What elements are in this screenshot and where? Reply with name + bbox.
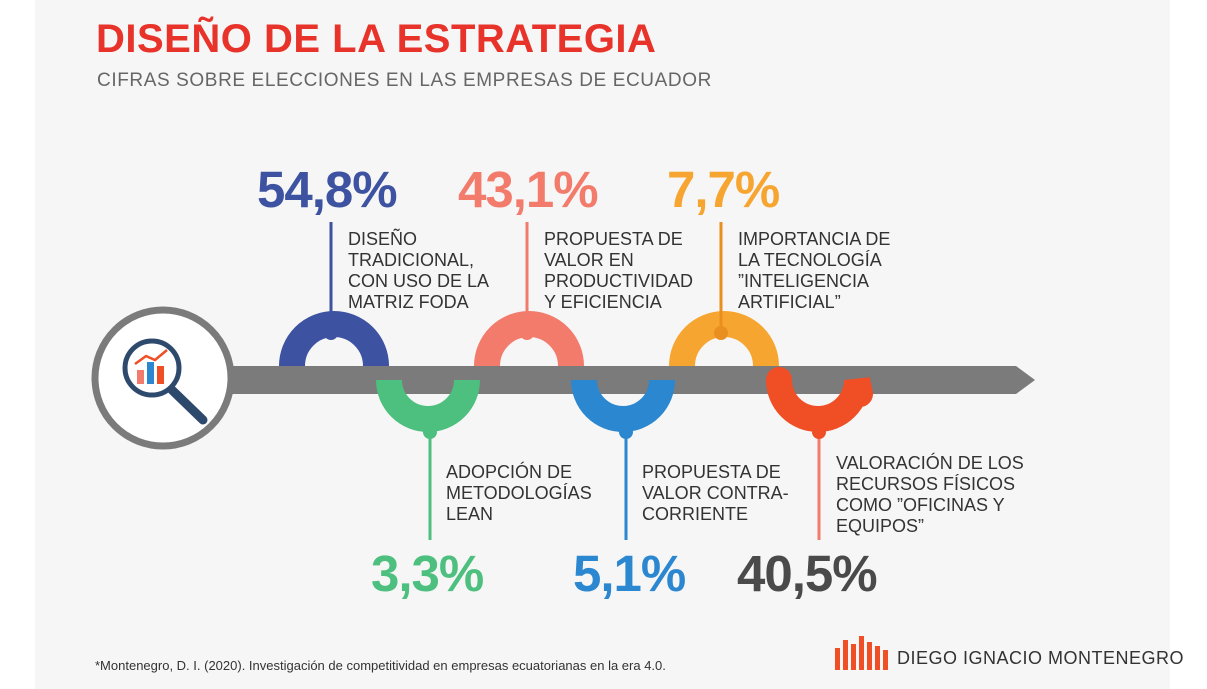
desc-line: VALOR CONTRA- (642, 483, 789, 503)
desc-item-4: PROPUESTA DE VALOR CONTRA- CORRIENTE (642, 462, 789, 525)
desc-line: METODOLOGÍAS (446, 483, 592, 503)
brand-logo-icon (835, 636, 888, 670)
desc-line: EQUIPOS” (836, 516, 925, 536)
value-item-4: 5,1% (573, 545, 686, 602)
desc-line: LA TECNOLOGÍA (738, 250, 882, 270)
desc-line: PROPUESTA DE (642, 462, 781, 482)
value-item-3: 43,1% (458, 161, 599, 218)
arc-upper-1 (279, 311, 389, 367)
desc-line: IMPORTANCIA DE (738, 229, 891, 249)
value-item-5: 7,7% (667, 161, 780, 218)
desc-line: CON USO DE LA (348, 271, 490, 291)
arc-upper-3 (669, 311, 779, 367)
desc-line: TRADICIONAL, (348, 250, 475, 270)
desc-line: ARTIFICIAL” (738, 292, 841, 312)
footnote: *Montenegro, D. I. (2020). Investigación… (95, 658, 666, 673)
arc-lower-1 (376, 379, 480, 432)
desc-line: Y EFICIENCIA (544, 292, 662, 312)
desc-line: RECURSOS FÍSICOS (836, 474, 1016, 494)
desc-item-5: IMPORTANCIA DE LA TECNOLOGÍA ”INTELIGENC… (738, 229, 890, 313)
desc-line: CORRIENTE (642, 504, 749, 524)
desc-line: ”INTELIGENCIA (738, 271, 870, 291)
arc-lower-2 (571, 379, 675, 432)
arc-upper-2 (474, 311, 584, 367)
desc-line: MATRIZ FODA (348, 292, 469, 312)
value-item-2: 3,3% (371, 545, 484, 602)
desc-line: DISEÑO (348, 229, 418, 249)
dot-item-1 (324, 326, 338, 340)
magnifier-chart-icon (91, 306, 235, 450)
desc-line: ADOPCIÓN DE (446, 462, 573, 482)
desc-line: PRODUCTIVIDAD (544, 271, 694, 291)
dot-item-3 (520, 326, 534, 340)
desc-line: LEAN (446, 504, 494, 524)
desc-item-1: DISEÑO TRADICIONAL, CON USO DE LA MATRIZ… (348, 229, 489, 313)
dot-item-5 (714, 326, 728, 340)
desc-item-3: PROPUESTA DE VALOR EN PRODUCTIVIDAD Y EF… (544, 229, 693, 313)
desc-line: VALORACIÓN DE LOS (836, 453, 1024, 473)
dot-item-6 (812, 425, 826, 439)
desc-item-2: ADOPCIÓN DE METODOLOGÍAS LEAN (446, 462, 592, 525)
track-arrow (200, 366, 1035, 394)
brand-name: DIEGO IGNACIO MONTENEGRO (897, 648, 1185, 668)
desc-line: VALOR EN (544, 250, 634, 270)
desc-item-6: VALORACIÓN DE LOS RECURSOS FÍSICOS COMO … (836, 453, 1024, 537)
dot-item-4 (619, 425, 633, 439)
arc-lower-3 (766, 367, 873, 432)
value-item-6: 40,5% (737, 545, 878, 602)
desc-line: PROPUESTA DE (544, 229, 683, 249)
desc-line: COMO ”OFICINAS Y (836, 495, 1005, 515)
dot-item-2 (423, 425, 437, 439)
value-item-1: 54,8% (257, 161, 398, 218)
page-title: DISEÑO DE LA ESTRATEGIA (96, 17, 657, 61)
page-subtitle: CIFRAS SOBRE ELECCIONES EN LAS EMPRESAS … (97, 70, 712, 91)
